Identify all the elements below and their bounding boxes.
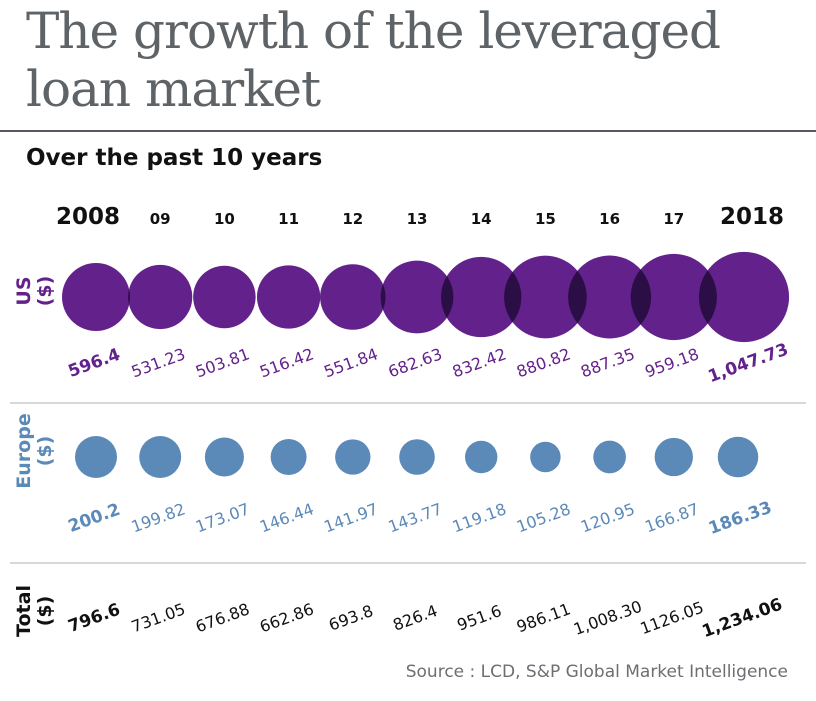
total-value-label: 1,008.30 — [571, 597, 644, 639]
europe-value-label: 141.97 — [321, 499, 380, 536]
europe-bubble — [464, 440, 498, 474]
us-bubble — [504, 255, 587, 339]
year-label: 12 — [342, 210, 363, 228]
total-value-label: 951.6 — [455, 601, 505, 635]
us-bubble — [256, 265, 321, 329]
bubble-chart: 2008 09 10 11 12 13 14 15 16 17 2018 US($) Europe($)… — [10, 204, 806, 642]
us-bubble — [380, 260, 454, 334]
us-value-label: 516.42 — [257, 344, 316, 381]
europe-value-label: 186.33 — [706, 498, 774, 539]
total-value-label: 826.4 — [390, 601, 440, 635]
europe-bubble — [717, 436, 759, 478]
europe-bubble — [335, 439, 371, 475]
europe-bubble — [270, 439, 307, 475]
year-label: 15 — [535, 210, 556, 228]
us-row-label: US($) — [13, 276, 56, 307]
total-value-label: 676.88 — [193, 599, 252, 636]
europe-bubble — [593, 440, 626, 474]
europe-row-label: Europe($) — [13, 413, 56, 488]
us-value-label: 832.42 — [450, 344, 509, 381]
total-value-label: 731.05 — [129, 599, 188, 636]
year-label: 2008 — [56, 204, 120, 230]
chart-subtitle: Over the past 10 years — [26, 145, 323, 171]
year-label: 14 — [471, 210, 492, 228]
europe-bubble — [139, 436, 182, 478]
total-value-label: 693.8 — [326, 601, 376, 635]
europe-value-label: 105.28 — [514, 499, 573, 536]
europe-value-label: 146.44 — [257, 499, 316, 536]
us-bubble — [441, 256, 522, 338]
us-value-label: 551.84 — [321, 344, 380, 381]
total-value-label: 796.6 — [66, 600, 123, 637]
us-bubble — [568, 255, 652, 339]
year-label: 10 — [214, 210, 235, 228]
us-value-label: 682.63 — [386, 344, 445, 381]
us-value-label: 887.35 — [578, 344, 637, 381]
europe-value-label: 119.18 — [450, 499, 509, 536]
us-value-label: 880.82 — [514, 344, 573, 381]
source-note: Source : LCD, S&P Global Market Intellig… — [405, 662, 788, 682]
year-label: 2018 — [720, 204, 784, 230]
us-value-label: 531.23 — [129, 344, 188, 381]
europe-value-label: 199.82 — [129, 499, 188, 536]
us-bubble — [193, 265, 256, 329]
us-bubble — [698, 251, 790, 343]
total-value-label: 986.11 — [514, 599, 573, 636]
europe-bubble — [399, 439, 435, 475]
us-bubble — [128, 264, 193, 330]
europe-value-label: 166.87 — [642, 499, 701, 536]
year-label: 09 — [150, 210, 171, 228]
europe-value-label: 173.07 — [193, 499, 252, 536]
title-divider — [0, 130, 816, 132]
europe-value-label: 143.77 — [386, 499, 445, 536]
total-value-label: 1126.05 — [638, 598, 707, 638]
europe-bubble — [204, 437, 244, 477]
year-label: 17 — [663, 210, 684, 228]
europe-value-label: 200.2 — [66, 500, 123, 537]
europe-value-label: 120.95 — [578, 499, 637, 536]
us-bubble — [630, 253, 717, 341]
total-value-label: 662.86 — [257, 599, 316, 636]
us-value-label: 1,047.73 — [705, 340, 791, 387]
total-row-label: Total($) — [13, 585, 56, 637]
europe-bubble — [654, 437, 693, 477]
us-bubble — [320, 264, 386, 330]
europe-bubble — [530, 441, 561, 473]
year-label: 11 — [278, 210, 299, 228]
chart-title: The growth of the leveraged loan market — [26, 2, 721, 118]
europe-bubble — [75, 436, 117, 478]
year-label: 16 — [599, 210, 620, 228]
year-label: 13 — [407, 210, 428, 228]
us-bubble — [62, 263, 130, 331]
total-value-label: 1,234.06 — [699, 595, 785, 642]
us-value-label: 596.4 — [66, 345, 124, 382]
us-value-label: 959.18 — [642, 344, 701, 381]
us-value-label: 503.81 — [193, 344, 252, 381]
